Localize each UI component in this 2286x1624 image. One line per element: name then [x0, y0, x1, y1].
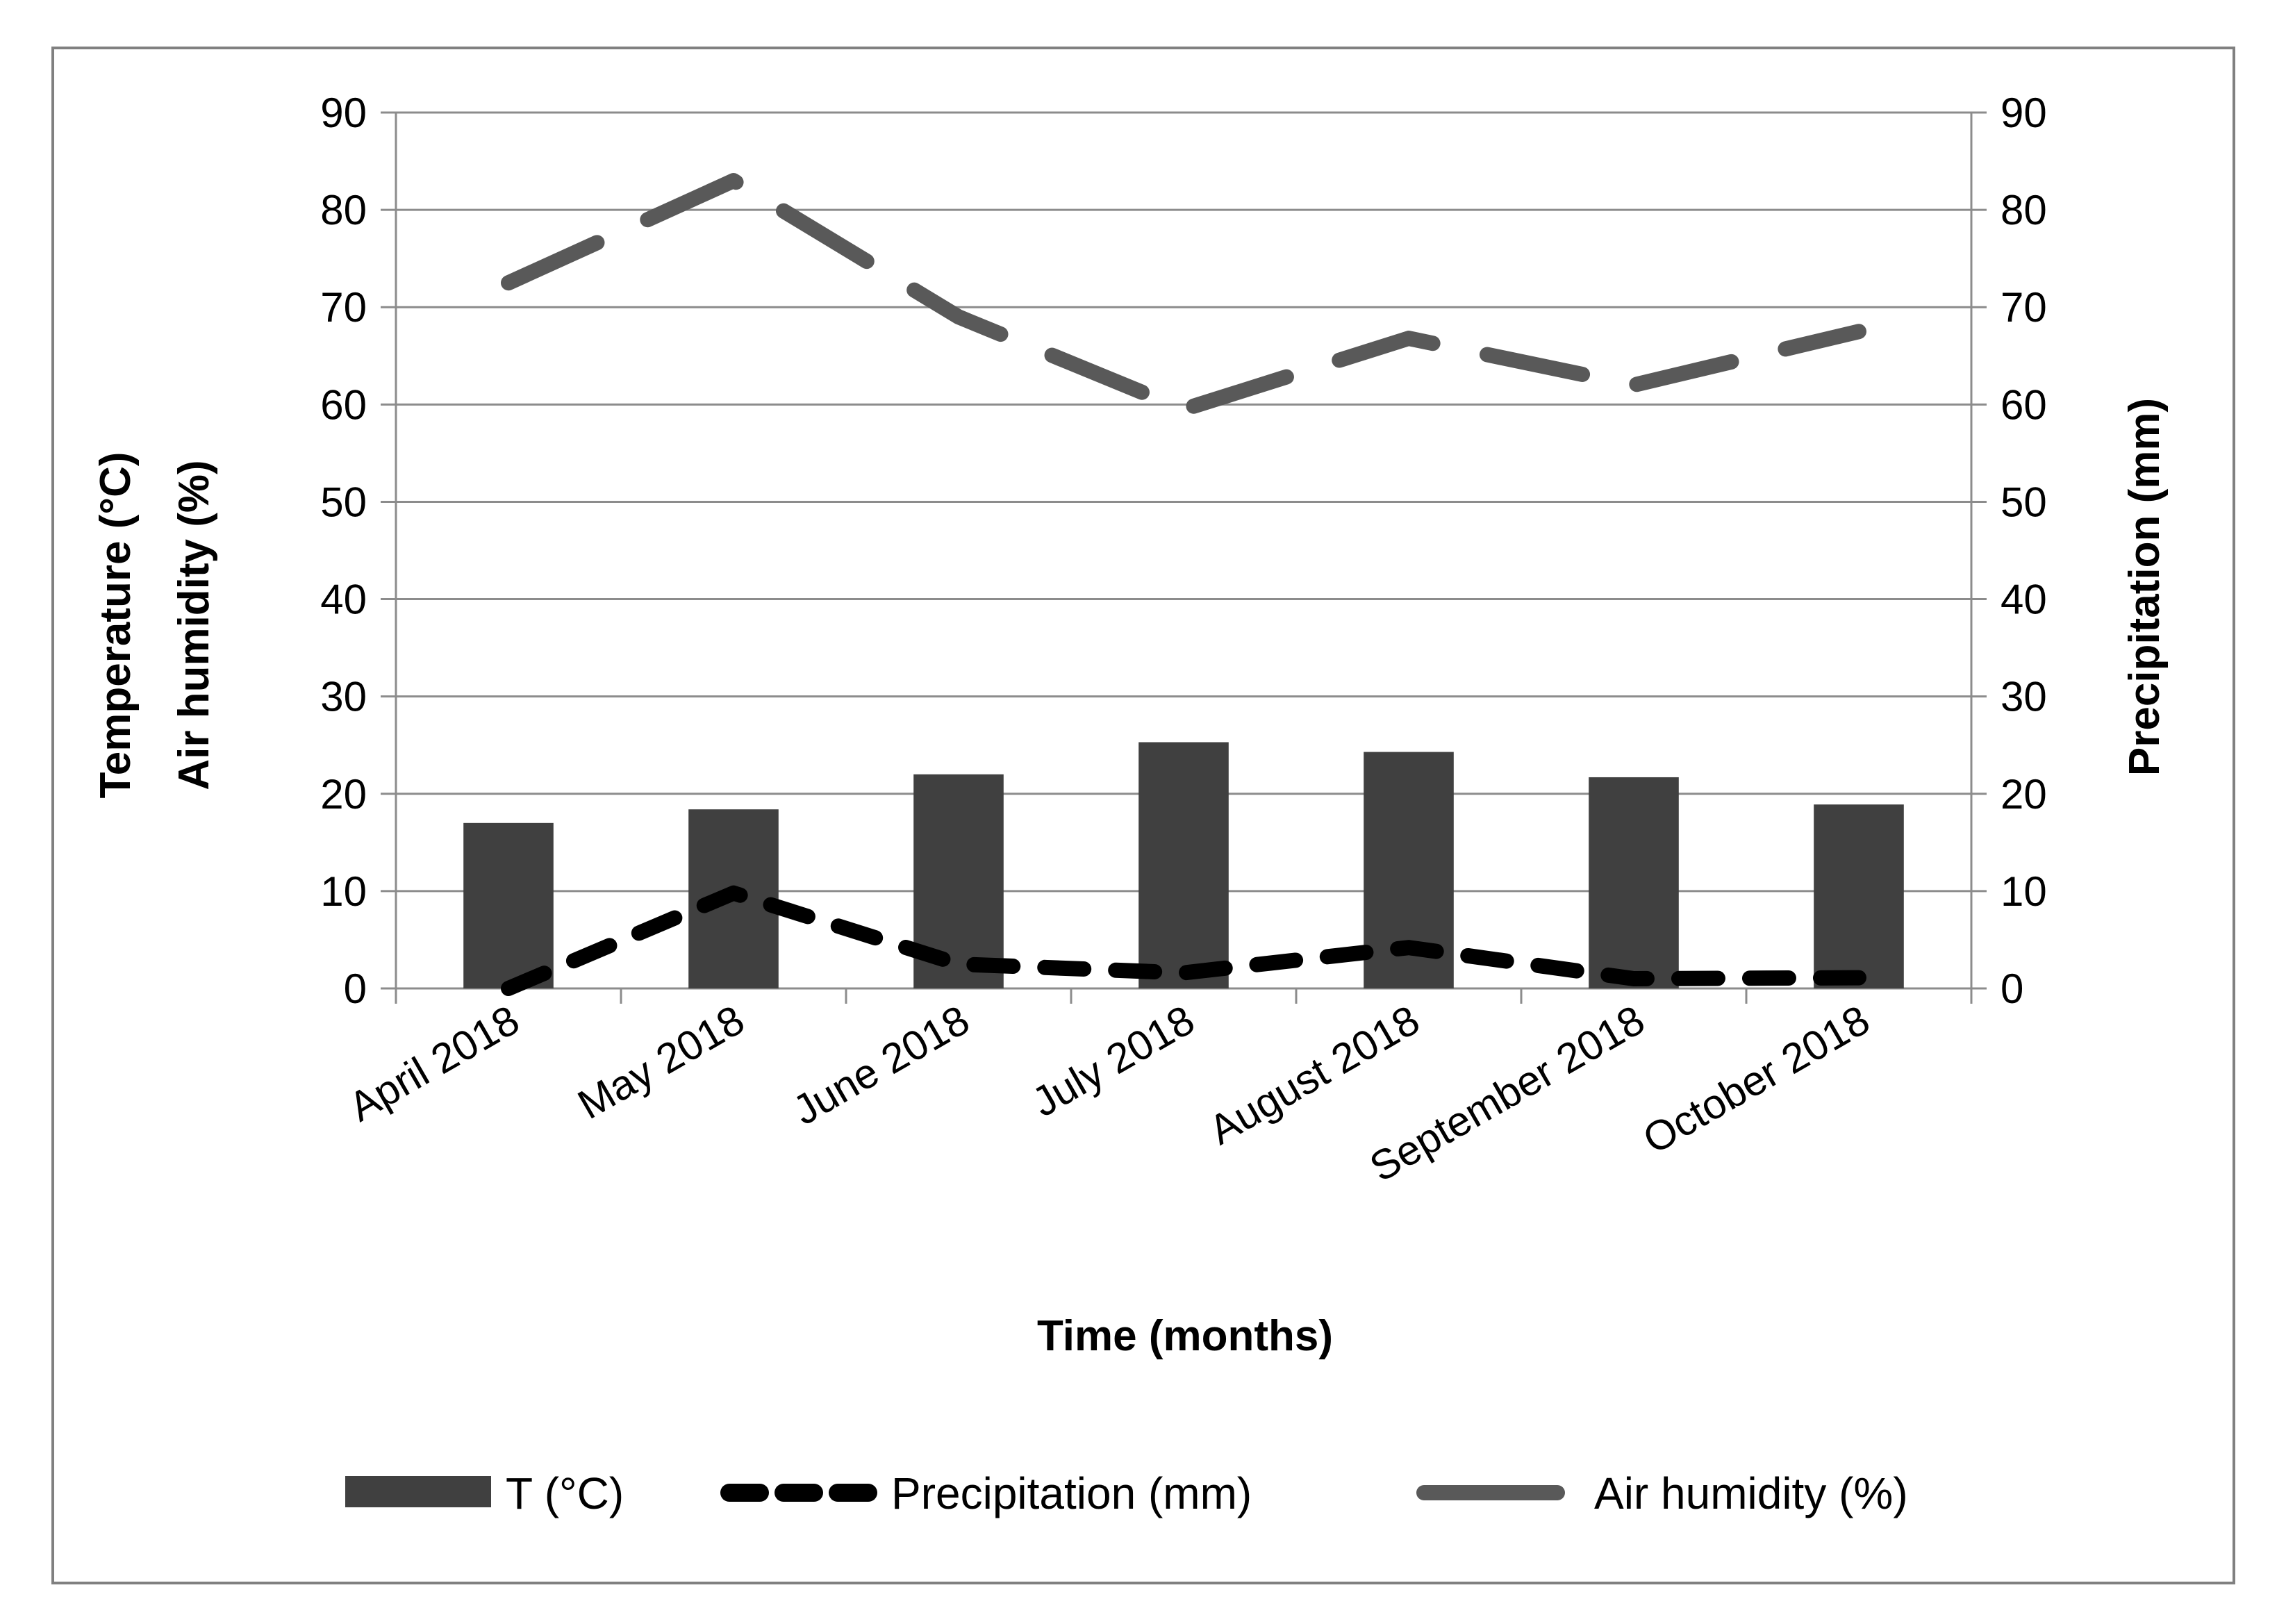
- legend-label-humidity: Air humidity (%): [1594, 1468, 1908, 1518]
- y2-tick-label-30: 30: [2001, 674, 2047, 720]
- legend-swatch-temperature: [345, 1476, 491, 1507]
- y-tick-label-70: 70: [320, 284, 367, 331]
- line-precipitation: [501, 885, 1866, 996]
- bar-temperature-0: [463, 822, 554, 988]
- y2-tick-label-70: 70: [2001, 284, 2047, 331]
- bar-temperature-5: [1589, 777, 1679, 988]
- y-tick-label-90: 90: [320, 90, 367, 136]
- gridlines: [396, 111, 1971, 893]
- y2-axis-title-precipitation: Precipitation (mm): [2121, 398, 2169, 776]
- y-tick-label-80: 80: [320, 187, 367, 233]
- bar-temperature-6: [1814, 804, 1904, 988]
- y-tick-label-30: 30: [320, 674, 367, 720]
- y2-tick-label-0: 0: [2001, 966, 2023, 1012]
- x-axis-title: Time (months): [1037, 1312, 1333, 1360]
- y-axis-title-temperature: Temperature (°C): [92, 451, 140, 798]
- y2-tick-label-60: 60: [2001, 381, 2047, 428]
- y2-tick-label-20: 20: [2001, 771, 2047, 818]
- y2-tick-label-40: 40: [2001, 577, 2047, 623]
- y-tick-label-60: 60: [320, 381, 367, 428]
- y-tick-label-50: 50: [320, 479, 367, 525]
- y-tick-label-0: 0: [344, 966, 367, 1012]
- line-air-humidity: [501, 173, 1866, 417]
- y-tick-label-20: 20: [320, 771, 367, 818]
- y2-tick-label-50: 50: [2001, 479, 2047, 525]
- bar-series: [463, 742, 1904, 988]
- y2-tick-label-10: 10: [2001, 868, 2047, 915]
- line-series: [501, 173, 1866, 996]
- y2-tick-label-90: 90: [2001, 90, 2047, 136]
- y-axis-title-humidity: Air humidity (%): [170, 460, 218, 790]
- y-tick-label-40: 40: [320, 577, 367, 623]
- legend-label-temperature: T (°C): [506, 1468, 624, 1518]
- bar-temperature-3: [1138, 742, 1229, 988]
- legend: T (°C) Precipitation (mm) Air humidity (…: [345, 1468, 1908, 1518]
- y-tick-label-10: 10: [320, 868, 367, 915]
- legend-label-precipitation: Precipitation (mm): [891, 1468, 1252, 1518]
- y2-tick-label-80: 80: [2001, 187, 2047, 233]
